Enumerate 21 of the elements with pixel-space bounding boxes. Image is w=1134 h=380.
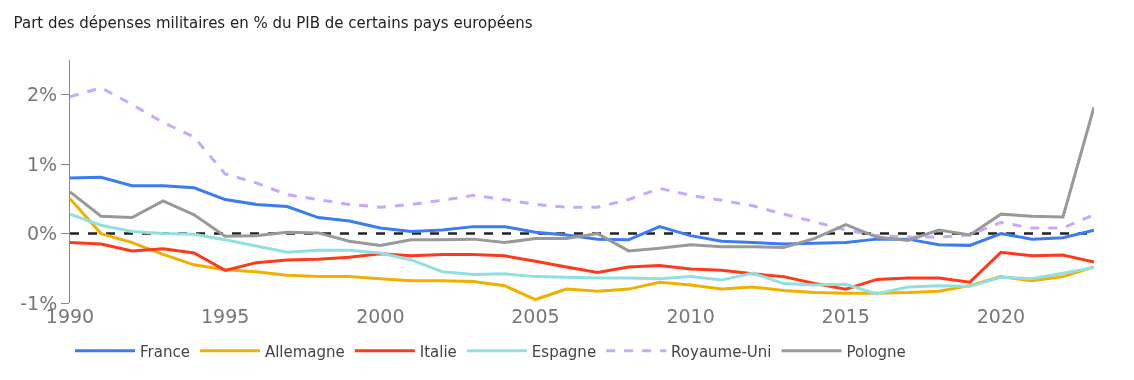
legend-label: Pologne: [846, 342, 906, 361]
legend-label: Italie: [419, 342, 457, 361]
x-tick-label: 2010: [666, 305, 715, 327]
x-tick-label: 2000: [356, 305, 405, 327]
y-tick-label: 2%: [27, 83, 58, 106]
x-tick-label: 2015: [821, 305, 870, 327]
line-series: [70, 105, 1094, 253]
legend-label: France: [140, 342, 190, 361]
line-series: [70, 86, 1094, 239]
y-tick-label: 0%: [27, 222, 58, 245]
line-series: [70, 212, 1094, 296]
y-tick-label: 1%: [27, 152, 58, 175]
x-tick-label: 2005: [511, 305, 560, 327]
line-series: [70, 241, 1094, 291]
legend-label: Espagne: [531, 342, 597, 361]
x-tick-label: 2020: [976, 305, 1026, 327]
legend-label: Royaume-Uni: [671, 342, 772, 361]
line-series: [70, 175, 1094, 247]
chart-title: Part des dépenses militaires en % du PIB de certains pays européens: [13, 13, 533, 32]
legend-label: Allemagne: [264, 342, 345, 361]
x-tick-label: 1995: [200, 305, 250, 327]
